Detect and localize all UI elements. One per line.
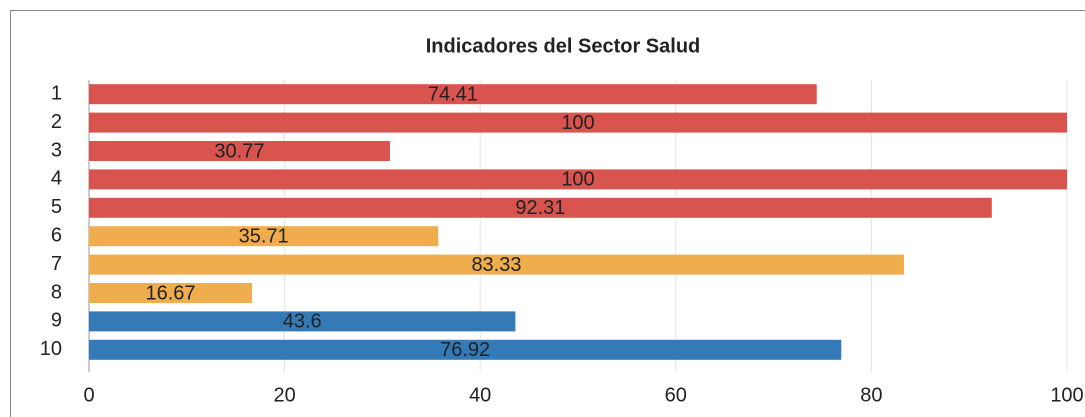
data-label: 100 — [561, 112, 594, 134]
bar — [89, 226, 439, 247]
bar — [89, 254, 904, 275]
bar — [89, 339, 842, 360]
bar — [89, 112, 1067, 133]
data-label: 76.92 — [440, 339, 490, 361]
x-tick-label: 100 — [1050, 384, 1083, 406]
bar — [89, 141, 390, 161]
y-tick-label: 8 — [51, 281, 62, 303]
x-tick-label: 0 — [83, 384, 94, 406]
bar — [89, 84, 817, 105]
y-tick-label: 6 — [51, 224, 62, 246]
data-label: 100 — [561, 169, 594, 191]
y-tick-label: 9 — [51, 310, 62, 332]
data-label: 92.31 — [515, 197, 565, 219]
data-label: 83.33 — [471, 254, 521, 276]
x-tick-label: 40 — [469, 384, 491, 406]
bar — [89, 169, 1067, 190]
y-tick-label: 10 — [40, 338, 62, 360]
x-tick-label: 80 — [860, 384, 882, 406]
bar — [89, 197, 992, 218]
y-tick-label: 4 — [51, 168, 62, 190]
y-tick-label: 1 — [51, 82, 62, 104]
x-tick-label: 60 — [665, 384, 687, 406]
data-label: 35.71 — [239, 225, 289, 247]
data-label: 16.67 — [145, 282, 195, 304]
bar — [89, 283, 253, 303]
y-tick-label: 2 — [51, 111, 62, 133]
data-label: 30.77 — [214, 140, 264, 162]
chart-title: Indicadores del Sector Salud — [426, 35, 701, 57]
data-label: 43.6 — [283, 311, 322, 333]
y-tick-label: 5 — [51, 196, 62, 218]
bar — [89, 311, 516, 332]
x-tick-label: 20 — [273, 384, 295, 406]
data-label: 74.41 — [428, 83, 478, 105]
y-tick-label: 3 — [51, 139, 62, 161]
y-tick-label: 7 — [51, 253, 62, 275]
